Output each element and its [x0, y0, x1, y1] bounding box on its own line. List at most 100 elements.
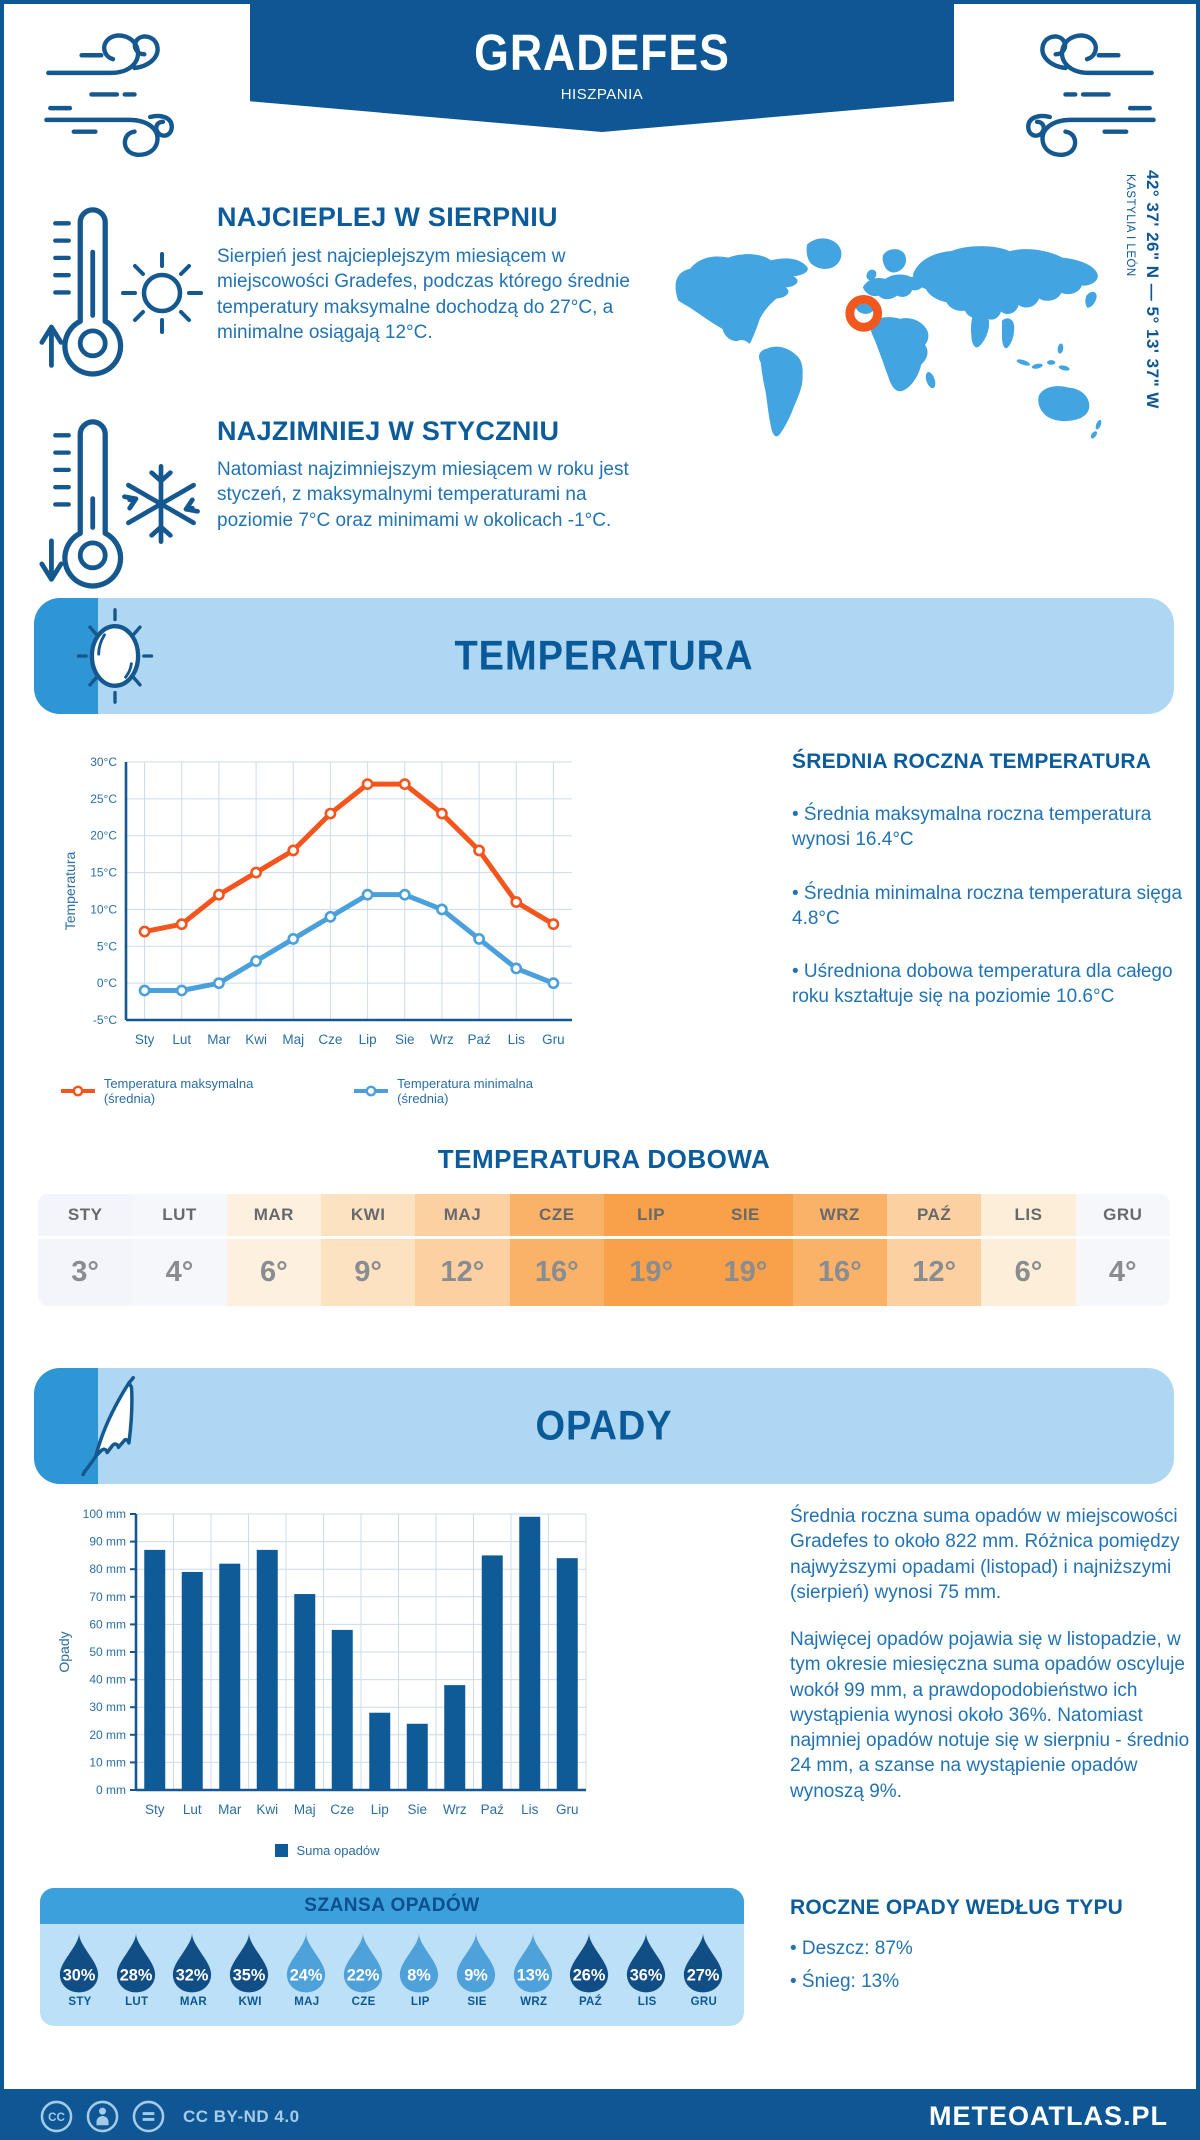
chance-droplet: 36% LIS [621, 1931, 673, 2008]
daily-temp-month: SIE [698, 1194, 793, 1239]
daily-temp-value: 6° [1014, 1256, 1043, 1288]
svg-text:Paź: Paź [481, 1802, 505, 1817]
svg-text:35%: 35% [233, 1967, 266, 1985]
daily-temp-cell: LIS 6° [981, 1194, 1076, 1306]
daily-temp-month: PAŹ [886, 1194, 982, 1239]
daily-temp-value: 6° [259, 1256, 288, 1288]
chance-droplet: 24% MAJ [281, 1931, 333, 2008]
daily-temp-month: MAR [226, 1194, 321, 1239]
svg-text:Lis: Lis [508, 1032, 526, 1047]
precipitation-types-panel: ROCZNE OPADY WEDŁUG TYPU • Deszcz: 87% •… [790, 1896, 1192, 1995]
chance-droplet: 26% PAŹ [564, 1931, 616, 2008]
daily-temp-month: STY [38, 1194, 133, 1239]
svg-text:30°C: 30°C [90, 755, 117, 769]
svg-text:20 mm: 20 mm [89, 1728, 126, 1742]
chance-droplet: 13% WRZ [508, 1931, 560, 2008]
chance-droplet: 28% LUT [111, 1931, 163, 2008]
annual-temperature-panel: ŚREDNIA ROCZNA TEMPERATURA • Średnia mak… [792, 750, 1184, 1010]
daily-temp-month: LIP [603, 1194, 699, 1239]
daily-temp-value: 16° [534, 1256, 579, 1288]
types-heading: ROCZNE OPADY WEDŁUG TYPU [790, 1896, 1124, 1919]
cc-icon: CC [40, 2100, 73, 2133]
svg-text:Lip: Lip [359, 1032, 377, 1047]
precipitation-bar-chart: 0 mm 10 mm 20 mm 30 mm 40 mm 50 mm 60 mm 70 mm 8… [56, 1507, 587, 1817]
svg-text:70 mm: 70 mm [89, 1590, 126, 1604]
daily-temperature-table: STY 3° LUT 4° MAR 6° KWI 9° MAJ 12° CZE 16° LIP 19° SI… [38, 1194, 1170, 1306]
svg-text:25°C: 25°C [90, 792, 117, 806]
droplet-month-label: STY [68, 1996, 92, 2008]
chance-droplet: 30% STY [54, 1931, 106, 2008]
svg-text:CC: CC [48, 2111, 65, 2124]
types-bullet: • Śnieg: 13% [790, 1971, 900, 1993]
daily-temp-month: KWI [320, 1194, 416, 1239]
svg-text:26%: 26% [573, 1967, 606, 1985]
svg-text:40 mm: 40 mm [89, 1673, 126, 1687]
daily-temp-cell: WRZ 16° [792, 1194, 887, 1306]
droplet-icon: 13% [513, 1933, 552, 1993]
svg-text:Mar: Mar [218, 1802, 242, 1817]
daily-temp-value: 12° [440, 1256, 485, 1288]
droplet-icon: 9% [456, 1933, 496, 1993]
temperature-banner: TEMPERATURA [34, 598, 1174, 714]
temperature-banner-title: TEMPERATURA [454, 632, 754, 679]
droplet-icon: 8% [400, 1933, 439, 1993]
legend-label: Temperatura maksymalna (średnia) [103, 1076, 254, 1106]
chance-droplet: 27% GRU [678, 1931, 730, 2008]
droplet-month-label: WRZ [520, 1996, 548, 2008]
chance-title: SZANSA OPADÓW [40, 1888, 744, 1924]
legend-square-icon [275, 1844, 289, 1857]
svg-text:22%: 22% [346, 1967, 379, 1985]
svg-text:Cze: Cze [330, 1802, 354, 1817]
svg-text:10 mm: 10 mm [89, 1755, 126, 1769]
svg-text:9%: 9% [464, 1967, 488, 1985]
precipitation-text-panel: Średnia roczna suma opadów w miejscowośc… [790, 1504, 1192, 1826]
svg-text:Opady: Opady [56, 1631, 72, 1672]
daily-temp-cell: LUT 4° [132, 1194, 227, 1306]
sun-eclipse-icon [76, 608, 154, 704]
daily-temp-cell: MAR 6° [226, 1194, 321, 1306]
footer: CC CC BY-ND 4.0 METEOATLAS.PL [4, 2089, 1196, 2136]
svg-text:60 mm: 60 mm [89, 1617, 126, 1631]
snowflake-icon [122, 464, 200, 544]
daily-temp-month: CZE [509, 1194, 604, 1239]
svg-text:Maj: Maj [294, 1802, 316, 1817]
svg-text:90 mm: 90 mm [89, 1535, 126, 1549]
equals-icon [132, 2100, 165, 2133]
svg-text:32%: 32% [176, 1967, 209, 1985]
precipitation-paragraph: Średnia roczna suma opadów w miejscowośc… [790, 1506, 1180, 1603]
svg-text:Kwi: Kwi [256, 1802, 278, 1817]
chance-droplet: 35% KWI [224, 1931, 276, 2008]
license-label: CC BY-ND 4.0 [183, 2106, 300, 2126]
banner-accent [34, 1368, 98, 1484]
header-ribbon: GRADEFES HISZPANIA [250, 4, 954, 132]
daily-temp-value: 16° [817, 1256, 862, 1288]
svg-text:36%: 36% [630, 1967, 663, 1985]
droplet-month-label: LIS [637, 1996, 657, 2008]
daily-temp-month: LUT [132, 1194, 227, 1239]
svg-text:Cze: Cze [318, 1032, 342, 1047]
svg-text:80 mm: 80 mm [89, 1562, 126, 1576]
precipitation-chance-panel: SZANSA OPADÓW 30% STY 28% LUT 32% MAR 35% KWI 24… [40, 1888, 744, 2026]
thermometer-up-icon [39, 207, 124, 377]
droplet-month-label: LIP [410, 1996, 430, 2008]
droplet-month-label: GRU [690, 1996, 718, 2008]
svg-text:Lut: Lut [183, 1802, 202, 1817]
svg-text:Kwi: Kwi [245, 1032, 267, 1047]
daily-temp-cell: MAJ 12° [415, 1194, 510, 1306]
svg-text:Sty: Sty [135, 1032, 155, 1047]
daily-temp-cell: STY 3° [38, 1194, 133, 1306]
daily-temp-cell: GRU 4° [1075, 1194, 1170, 1306]
svg-text:Sty: Sty [145, 1802, 165, 1817]
person-icon [86, 2100, 119, 2133]
droplet-month-label: MAJ [294, 1996, 320, 2008]
daily-temp-value: 12° [912, 1256, 957, 1288]
precipitation-legend-item: Suma opadów [275, 1843, 380, 1858]
svg-text:30%: 30% [63, 1967, 96, 1985]
region-label: KASTYLIA I LEÓN [1124, 174, 1136, 277]
temperature-line-chart: -5°C 0°C 5°C 10°C 15°C 20°C 25°C 30°C Sty Lut Mar K… [62, 755, 572, 1047]
svg-text:Sie: Sie [395, 1032, 415, 1047]
droplet-icon: 26% [570, 1933, 609, 1993]
annual-bullet: • Średnia maksymalna roczna temperatura … [792, 804, 1152, 851]
droplet-icon: 28% [116, 1933, 155, 1993]
svg-text:Lip: Lip [371, 1802, 389, 1817]
